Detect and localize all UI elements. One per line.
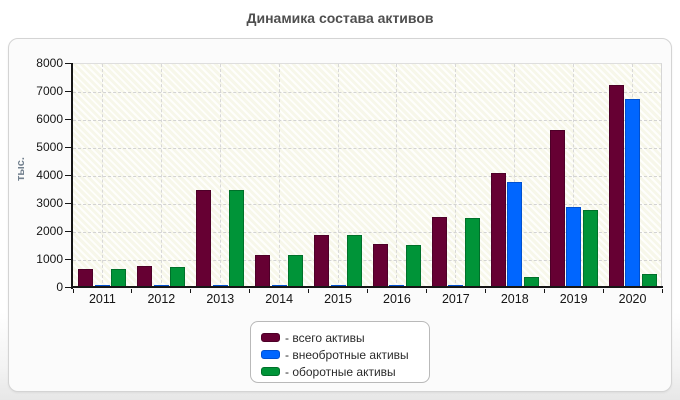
bar-total-2015 <box>314 235 330 287</box>
y-axis-line <box>71 63 73 289</box>
bar-current-2016 <box>405 245 421 287</box>
legend-item-2: - оборотные активы <box>261 363 429 380</box>
y-tick-label-8000: 8000 <box>36 56 63 70</box>
bar-current-2020 <box>641 274 657 287</box>
legend-swatch-1 <box>261 350 280 359</box>
bar-noncurrent-2020 <box>625 99 641 287</box>
v-gridline-2015 <box>337 64 339 288</box>
x-tick-label-2016: 2016 <box>383 292 411 306</box>
bar-current-2019 <box>582 210 598 287</box>
x-tick-label-2015: 2015 <box>324 292 352 306</box>
y-tick-label-5000: 5000 <box>36 140 63 154</box>
h-gridline-7000 <box>73 92 662 93</box>
bar-current-2011 <box>111 269 127 287</box>
x-tick-10 <box>661 289 663 293</box>
y-tick-4000 <box>65 174 71 176</box>
x-tick-label-2014: 2014 <box>265 292 294 306</box>
y-tick-0 <box>65 286 71 288</box>
y-tick-label-7000: 7000 <box>36 84 63 98</box>
x-tick-label-2011: 2011 <box>88 292 116 306</box>
bar-total-2020 <box>608 85 624 287</box>
bar-current-2015 <box>347 235 363 287</box>
y-tick-label-4000: 4000 <box>36 168 63 182</box>
y-tick-label-3000: 3000 <box>36 196 63 210</box>
y-tick-label-1000: 1000 <box>36 252 63 266</box>
bar-total-2012 <box>137 266 153 287</box>
bar-total-2018 <box>490 173 506 287</box>
chart-title: Динамика состава активов <box>246 10 434 26</box>
chart-card: тыс. 0 1000 2000 3000 4000 5000 6000 7000 8000 2… <box>8 38 672 392</box>
v-gridline-2018 <box>514 64 516 288</box>
y-tick-1000 <box>65 258 71 260</box>
x-tick-label-2019: 2019 <box>559 292 588 306</box>
bar-current-2012 <box>170 267 186 287</box>
legend-label-2: - оборотные активы <box>285 364 396 379</box>
legend: - всего активы - внеобротные активы - обор… <box>250 321 430 383</box>
bar-current-2014 <box>288 255 304 287</box>
bar-current-2017 <box>464 218 480 287</box>
y-tick-label-0: 0 <box>56 280 63 294</box>
bar-current-2013 <box>229 190 245 287</box>
h-gridline-6000 <box>73 120 662 121</box>
x-tick-label-2013: 2013 <box>206 292 235 306</box>
bar-total-2014 <box>255 255 271 287</box>
legend-item-1: - внеобротные активы <box>261 346 429 363</box>
y-tick-label-2000: 2000 <box>36 224 63 238</box>
x-tick-label-2012: 2012 <box>147 292 176 306</box>
x-tick-0 <box>72 289 74 293</box>
h-gridline-3000 <box>73 204 662 205</box>
v-gridline-2016 <box>396 64 398 288</box>
x-tick-label-2018: 2018 <box>500 292 529 306</box>
x-tick-1 <box>131 289 133 293</box>
v-gridline-2012 <box>160 64 162 288</box>
legend-swatch-2 <box>261 367 280 376</box>
x-tick-8 <box>543 289 545 293</box>
v-gridline-2014 <box>278 64 280 288</box>
y-tick-8000 <box>65 62 71 64</box>
legend-swatch-0 <box>261 333 280 342</box>
x-tick-label-2017: 2017 <box>441 292 470 306</box>
x-tick-2 <box>190 289 192 293</box>
h-gridline-2000 <box>73 232 662 233</box>
bar-total-2017 <box>431 217 447 287</box>
y-tick-7000 <box>65 90 71 92</box>
bar-total-2011 <box>78 269 94 287</box>
h-gridline-4000 <box>73 176 662 177</box>
x-tick-4 <box>308 289 310 293</box>
bar-current-2018 <box>523 277 539 287</box>
v-gridline-2013 <box>219 64 221 288</box>
legend-item-0: - всего активы <box>261 329 429 346</box>
plot-area <box>73 63 662 288</box>
x-tick-6 <box>425 289 427 293</box>
h-gridline-1000 <box>73 260 662 261</box>
x-tick-5 <box>367 289 368 293</box>
bar-noncurrent-2019 <box>566 207 582 287</box>
y-tick-2000 <box>65 230 71 232</box>
y-tick-label-6000: 6000 <box>36 112 63 126</box>
v-gridline-2017 <box>455 64 457 288</box>
x-axis-line <box>71 286 663 288</box>
bar-noncurrent-2018 <box>507 182 523 287</box>
bar-total-2019 <box>549 130 565 287</box>
x-tick-9 <box>602 289 604 293</box>
v-gridline-2019 <box>573 64 575 288</box>
x-tick-3 <box>249 289 251 293</box>
legend-label-0: - всего активы <box>285 330 365 345</box>
bar-total-2016 <box>372 244 388 287</box>
h-gridline-5000 <box>73 148 662 149</box>
y-tick-6000 <box>65 118 71 120</box>
bar-total-2013 <box>196 190 212 287</box>
v-gridline-2011 <box>101 64 103 288</box>
y-tick-3000 <box>65 202 71 204</box>
x-tick-label-2020: 2020 <box>618 292 647 306</box>
x-tick-7 <box>484 289 486 293</box>
legend-label-1: - внеобротные активы <box>285 347 409 362</box>
y-tick-5000 <box>65 146 71 148</box>
